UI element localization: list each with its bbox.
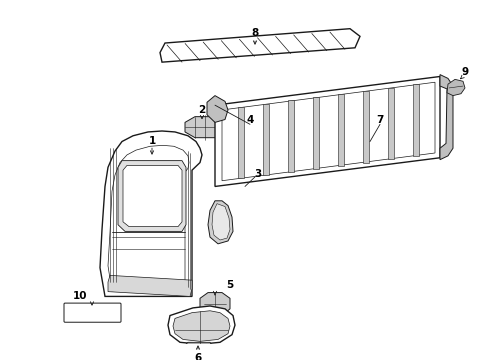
Text: 4: 4 [246, 114, 254, 125]
Polygon shape [338, 94, 344, 166]
Polygon shape [200, 293, 230, 315]
Polygon shape [363, 91, 369, 163]
Text: 3: 3 [254, 169, 262, 179]
Polygon shape [207, 96, 228, 122]
Polygon shape [173, 311, 230, 341]
Polygon shape [222, 82, 435, 181]
Polygon shape [108, 145, 189, 292]
Polygon shape [168, 306, 235, 344]
Polygon shape [440, 75, 453, 160]
Polygon shape [183, 342, 213, 354]
Polygon shape [388, 87, 394, 159]
Text: 2: 2 [198, 105, 206, 115]
Text: 6: 6 [195, 352, 201, 360]
Text: 9: 9 [462, 67, 468, 77]
Text: 7: 7 [376, 114, 384, 125]
Polygon shape [413, 85, 419, 156]
Polygon shape [288, 100, 294, 172]
Polygon shape [212, 204, 230, 240]
Text: 5: 5 [226, 280, 234, 290]
Polygon shape [313, 97, 319, 169]
Polygon shape [100, 131, 202, 296]
FancyBboxPatch shape [64, 303, 121, 322]
Text: 10: 10 [73, 291, 87, 301]
Polygon shape [238, 107, 244, 179]
Polygon shape [447, 79, 465, 96]
Polygon shape [185, 117, 222, 138]
Polygon shape [263, 104, 269, 175]
Polygon shape [208, 201, 233, 244]
Polygon shape [215, 76, 440, 186]
Polygon shape [118, 161, 186, 231]
Polygon shape [108, 275, 192, 296]
Polygon shape [160, 29, 360, 62]
Polygon shape [123, 165, 182, 226]
Text: 1: 1 [148, 136, 156, 145]
Text: 8: 8 [251, 27, 259, 37]
